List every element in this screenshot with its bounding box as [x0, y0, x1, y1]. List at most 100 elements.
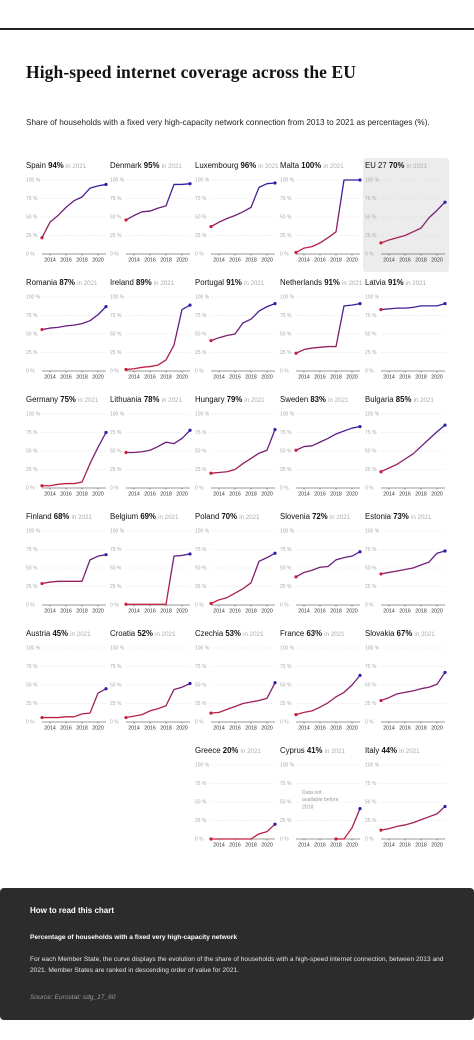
panel-title: Austria 45% in 2021 [26, 629, 91, 638]
end-point [358, 550, 362, 554]
panel-poland: Poland 70% in 2021 100 % 75 % 50 % 25 % 0 % 20… [195, 512, 277, 615]
series-line [380, 805, 446, 831]
series-line [335, 808, 361, 840]
end-point [358, 673, 362, 677]
end-point [443, 200, 447, 204]
panel-title: Lithuania 78% in 2021 [110, 395, 182, 404]
x-tick-label: 2016 [314, 375, 326, 381]
y-tick-label: 50 % [365, 332, 377, 338]
panel-estonia: Estonia 73% in 2021 100 % 75 % 50 % 25 % 0 % 2… [365, 512, 447, 615]
y-tick-label: 0 % [195, 369, 204, 375]
y-tick-label: 50 % [110, 215, 122, 221]
x-tick-label: 2016 [314, 258, 326, 264]
y-tick-label: 75 % [195, 547, 207, 553]
x-tick-label: 2014 [213, 492, 225, 498]
year-label: in 2021 [70, 631, 91, 638]
start-point [209, 711, 213, 715]
y-tick-label: 0 % [195, 486, 204, 492]
series-line [41, 688, 107, 719]
x-tick-label: 2018 [415, 843, 427, 849]
y-tick-label: 0 % [280, 252, 289, 258]
y-tick-label: 0 % [110, 603, 119, 609]
x-tick-label: 2014 [298, 492, 310, 498]
page-subtitle: Share of households with a fixed very hi… [26, 118, 430, 127]
y-tick-label: 75 % [280, 547, 292, 553]
end-point [188, 303, 192, 307]
panel-title: Germany 75% in 2021 [26, 395, 99, 404]
y-tick-label: 25 % [365, 350, 377, 356]
year-label: in 2021 [162, 397, 183, 404]
x-tick-label: 2016 [314, 492, 326, 498]
series-line [380, 550, 446, 575]
value-label: 67% [397, 629, 415, 638]
start-point [124, 450, 128, 455]
panel-title: Slovakia 67% in 2021 [365, 629, 435, 638]
y-tick-label: 0 % [26, 603, 35, 609]
y-tick-label: 75 % [365, 430, 377, 436]
country-name: EU 27 [365, 161, 389, 170]
y-tick-label: 0 % [365, 720, 374, 726]
value-label: 70% [389, 161, 407, 170]
x-tick-label: 2014 [298, 726, 310, 732]
x-tick-label: 2020 [176, 609, 188, 615]
y-tick-label: 25 % [110, 350, 122, 356]
y-tick-label: 25 % [280, 350, 292, 356]
country-name: Netherlands [280, 278, 324, 287]
y-tick-label: 25 % [26, 701, 38, 707]
series-line [125, 682, 191, 719]
y-tick-label: 75 % [195, 664, 207, 670]
x-tick-label: 2014 [383, 843, 395, 849]
year-label: in 2021 [66, 163, 87, 170]
y-tick-label: 75 % [365, 664, 377, 670]
y-tick-label: 75 % [365, 547, 377, 553]
y-tick-label: 25 % [365, 233, 377, 239]
x-tick-label: 2016 [314, 843, 326, 849]
y-tick-label: 25 % [195, 818, 207, 824]
x-tick-label: 2018 [415, 492, 427, 498]
start-point [40, 236, 44, 240]
panel-title: Ireland 89% in 2021 [110, 278, 175, 287]
end-point [443, 423, 447, 427]
panel-latvia: Latvia 91% in 2021 100 % 75 % 50 % 25 % 0 % 20… [365, 278, 447, 381]
y-tick-label: 100 % [110, 295, 125, 301]
country-name: Hungary [195, 395, 227, 404]
y-tick-label: 75 % [195, 196, 207, 202]
x-tick-label: 2018 [415, 375, 427, 381]
panel-romania: Romania 87% in 2021 100 % 75 % 50 % 25 % 0 % 2… [26, 278, 108, 381]
x-tick-label: 2020 [92, 258, 104, 264]
y-tick-label: 50 % [365, 566, 377, 572]
y-tick-label: 75 % [26, 196, 38, 202]
panel-ireland: Ireland 89% in 2021 100 % 75 % 50 % 25 % 0 % 2… [110, 278, 192, 381]
value-label: 75% [60, 395, 78, 404]
panel-finland: Finland 68% in 2021 100 % 75 % 50 % 25 % 0 % 2… [26, 512, 108, 615]
year-label: in 2021 [324, 631, 345, 638]
x-tick-label: 2020 [431, 726, 443, 732]
x-tick-label: 2014 [383, 609, 395, 615]
y-tick-label: 50 % [195, 566, 207, 572]
end-point [273, 181, 277, 185]
year-label: in 2021 [241, 748, 262, 755]
x-tick-label: 2016 [399, 609, 411, 615]
panel-austria: Austria 45% in 2021 100 % 75 % 50 % 25 % 0 % 2… [26, 629, 108, 732]
x-tick-label: 2014 [213, 375, 225, 381]
x-tick-label: 2014 [44, 609, 56, 615]
value-label: 44% [381, 746, 399, 755]
y-tick-label: 75 % [280, 664, 292, 670]
panel-title: Cyprus 41% in 2021 [280, 746, 346, 755]
year-label: in 2021 [406, 280, 427, 287]
y-tick-label: 100 % [365, 412, 380, 418]
x-tick-label: 2014 [383, 492, 395, 498]
series-line [295, 674, 361, 716]
x-tick-label: 2016 [229, 375, 241, 381]
panel-title: Greece 20% in 2021 [195, 746, 261, 755]
x-tick-label: 2014 [128, 375, 140, 381]
year-label: in 2021 [155, 631, 176, 638]
x-tick-label: 2016 [229, 492, 241, 498]
x-tick-label: 2020 [92, 726, 104, 732]
y-tick-label: 50 % [26, 683, 38, 689]
panel-title: Belgium 69% in 2021 [110, 512, 179, 521]
x-tick-label: 2016 [399, 726, 411, 732]
y-tick-label: 100 % [195, 763, 210, 769]
y-tick-label: 100 % [280, 178, 295, 184]
x-tick-label: 2020 [431, 609, 443, 615]
